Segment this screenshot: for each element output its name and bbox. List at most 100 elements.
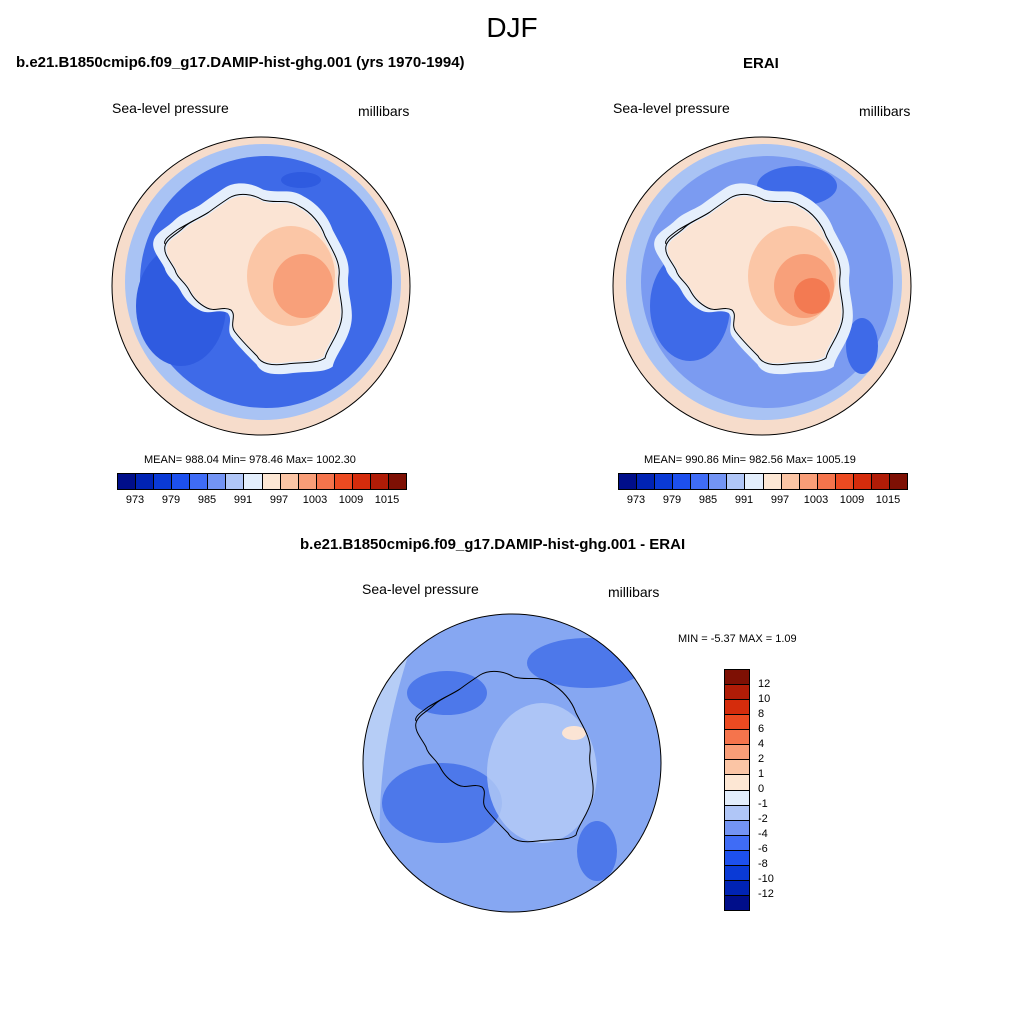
panel-1-stats: MEAN= 988.04 Min= 978.46 Max= 1002.30 — [144, 454, 356, 466]
colorbar-swatch — [673, 474, 692, 489]
diff-interior-light — [487, 703, 597, 843]
colorbar-tick-label: -2 — [758, 813, 768, 825]
map-boundary — [612, 136, 912, 436]
panel-3-title: b.e21.B1850cmip6.f09_g17.DAMIP-hist-ghg.… — [300, 536, 686, 553]
colorbar-swatch — [725, 835, 749, 851]
colorbar-swatch — [799, 474, 818, 489]
colorbar-swatch — [725, 880, 749, 896]
trough-north — [281, 172, 321, 188]
colorbar-swatch — [298, 474, 317, 489]
diff-low-southeast — [577, 821, 617, 881]
colorbar-swatch — [691, 474, 710, 489]
panel-1-title: b.e21.B1850cmip6.f09_g17.DAMIP-hist-ghg.… — [16, 54, 465, 71]
colorbar-swatch — [745, 474, 764, 489]
colorbar-tick-label: 979 — [662, 494, 682, 506]
colorbar-tick-label: -12 — [758, 888, 774, 900]
colorbar-swatch — [725, 895, 749, 910]
colorbar-swatch — [352, 474, 371, 489]
diff-low-northwest — [407, 671, 487, 715]
diff-positive-spot — [562, 726, 586, 740]
colorbar-swatch — [244, 474, 263, 489]
antarctic-peninsula-coastline — [415, 688, 461, 722]
colorbar-swatch — [889, 474, 907, 489]
colorbar-tick-label: -1 — [758, 798, 768, 810]
colorbar-swatch — [172, 474, 191, 489]
colorbar-tick-label: 12 — [758, 678, 771, 690]
colorbar-tick-label: 1015 — [374, 494, 400, 506]
map-boundary — [362, 613, 662, 913]
colorbar-swatch — [619, 474, 638, 489]
map-boundary — [111, 136, 411, 436]
colorbar-tick-label: 4 — [758, 738, 765, 750]
map-field — [112, 137, 410, 435]
colorbar-tick-label: 6 — [758, 723, 765, 735]
colorbar-tick-label: 1003 — [803, 494, 829, 506]
colorbar-swatch — [781, 474, 800, 489]
colorbar-swatch — [208, 474, 227, 489]
colorbar-tick-label: 973 — [125, 494, 145, 506]
colorbar-swatch — [725, 790, 749, 806]
colorbar-swatch — [154, 474, 173, 489]
colorbar-swatch — [725, 760, 749, 776]
colorbar-swatch — [725, 775, 749, 791]
colorbar-tick-label: 8 — [758, 708, 765, 720]
colorbar-swatch — [316, 474, 335, 489]
colorbar-swatch — [817, 474, 836, 489]
panel-2-variable-label: Sea-level pressure — [613, 100, 730, 116]
colorbar-swatch — [725, 670, 749, 686]
colorbar-tick-label: -6 — [758, 843, 768, 855]
colorbar-tick-label: 979 — [161, 494, 181, 506]
panel-1-polar-map — [111, 136, 411, 436]
colorbar-swatch — [835, 474, 854, 489]
map-field — [363, 614, 661, 912]
antarctica-coastline — [415, 670, 594, 843]
map-field — [613, 137, 911, 435]
antarctica-coastline — [665, 193, 844, 366]
colorbar-swatch — [763, 474, 782, 489]
diff-low-southwest — [382, 763, 502, 843]
colorbar-swatch — [190, 474, 209, 489]
colorbar-swatch — [388, 474, 406, 489]
colorbar-swatch — [853, 474, 872, 489]
panel-3-polar-map — [362, 613, 662, 913]
colorbar-tick-label: -10 — [758, 873, 774, 885]
colorbar-tick-label: 991 — [734, 494, 754, 506]
colorbar-tick-label: 985 — [197, 494, 217, 506]
colorbar-swatch — [226, 474, 245, 489]
colorbar-tick-label: 2 — [758, 753, 765, 765]
colorbar-swatch — [725, 865, 749, 881]
colorbar-swatch — [280, 474, 299, 489]
colorbar-tick-label: 1015 — [875, 494, 901, 506]
colorbar-swatch — [725, 715, 749, 731]
colorbar-tick-label: 1 — [758, 768, 765, 780]
colorbar-tick-label: 997 — [770, 494, 790, 506]
panel-1-colorbar — [117, 473, 407, 490]
antarctic-peninsula-coastline — [665, 211, 711, 245]
panel-2-title: ERAI — [743, 55, 779, 72]
colorbar-swatch — [334, 474, 353, 489]
colorbar-swatch — [725, 730, 749, 746]
colorbar-swatch — [871, 474, 890, 489]
colorbar-swatch — [725, 745, 749, 761]
antarctic-peninsula-coastline — [164, 211, 210, 245]
colorbar-tick-label: 991 — [233, 494, 253, 506]
colorbar-swatch — [655, 474, 674, 489]
colorbar-tick-label: 0 — [758, 783, 765, 795]
colorbar-tick-label: 10 — [758, 693, 771, 705]
figure-title: DJF — [486, 12, 538, 43]
colorbar-swatch — [725, 700, 749, 716]
colorbar-tick-label: 1009 — [338, 494, 364, 506]
colorbar-swatch — [262, 474, 281, 489]
colorbar-swatch — [725, 820, 749, 836]
colorbar-tick-label: 1009 — [839, 494, 865, 506]
colorbar-swatch — [370, 474, 389, 489]
colorbar-tick-label: 997 — [269, 494, 289, 506]
colorbar-tick-label: 1003 — [302, 494, 328, 506]
panel-1-units-label: millibars — [358, 103, 410, 119]
land-warm-3 — [273, 254, 333, 318]
panel-2-stats: MEAN= 990.86 Min= 982.56 Max= 1005.19 — [644, 454, 856, 466]
colorbar-swatch — [725, 685, 749, 701]
trough-east — [846, 318, 878, 374]
colorbar-swatch — [725, 850, 749, 866]
panel-3-variable-label: Sea-level pressure — [362, 581, 479, 597]
